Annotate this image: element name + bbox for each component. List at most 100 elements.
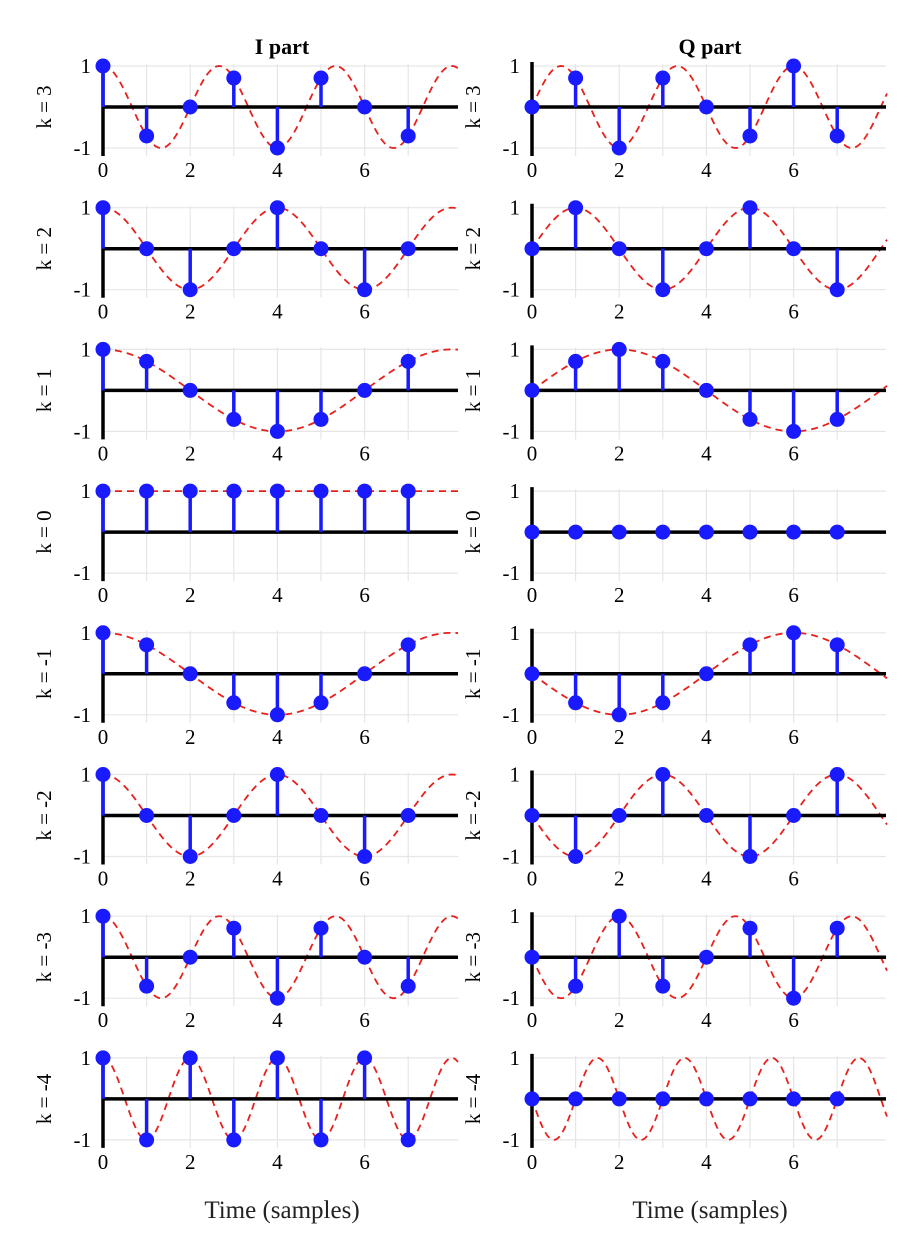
y-tick-label-q-row7--1: -1 bbox=[503, 1128, 521, 1152]
y-tick-label-q-row3-1: 1 bbox=[510, 479, 521, 503]
stem-marker-q-row3-0 bbox=[524, 524, 540, 540]
stem-marker-i-row0-2 bbox=[182, 99, 198, 115]
stem-marker-i-row1-4 bbox=[269, 200, 285, 216]
stem-marker-i-row5-7 bbox=[400, 808, 416, 823]
row-label-i-row6: k = -3 bbox=[32, 932, 56, 982]
x-tick-label-q-row0-4: 4 bbox=[701, 158, 712, 182]
stem-marker-q-row2-4 bbox=[698, 382, 714, 398]
stem-marker-i-row6-3 bbox=[226, 920, 242, 936]
row-label-q-row5: k = -2 bbox=[461, 790, 485, 840]
x-tick-label-i-row7-2: 2 bbox=[185, 1150, 196, 1174]
stem-marker-q-row3-7 bbox=[829, 524, 845, 540]
curve-q-row7 bbox=[531, 1056, 888, 1141]
x-tick-label-q-row6-4: 4 bbox=[701, 1008, 712, 1032]
curve-q-row2 bbox=[531, 348, 888, 433]
y-tick-label-q-row5-1: 1 bbox=[510, 763, 521, 787]
stem-marker-i-row1-1 bbox=[139, 241, 155, 257]
stem-marker-q-row4-4 bbox=[698, 666, 714, 682]
row-label-q-row3: k = 0 bbox=[461, 510, 485, 553]
stem-marker-q-row1-3 bbox=[655, 282, 671, 298]
stem-marker-i-row1-3 bbox=[226, 241, 242, 257]
y-tick-label-i-row7-1: 1 bbox=[81, 1046, 92, 1070]
row-label-i-row3: k = 0 bbox=[32, 510, 56, 553]
y-tick-label-q-row7-1: 1 bbox=[510, 1046, 521, 1070]
stem-marker-i-row0-6 bbox=[357, 99, 373, 115]
stem-marker-q-row5-0 bbox=[524, 808, 540, 823]
stem-marker-q-row5-5 bbox=[742, 849, 758, 864]
stem-marker-i-row2-1 bbox=[139, 353, 155, 369]
x-tick-label-q-row3-4: 4 bbox=[701, 583, 712, 607]
stem-marker-i-row6-1 bbox=[139, 978, 155, 994]
stem-marker-q-row7-2 bbox=[611, 1091, 627, 1107]
y-tick-label-i-row4--1: -1 bbox=[74, 703, 92, 727]
y-tick-label-i-row5-1: 1 bbox=[81, 763, 92, 787]
stem-marker-i-row0-1 bbox=[139, 128, 155, 144]
stem-marker-i-row0-0 bbox=[95, 58, 111, 74]
y-tick-label-q-row1-1: 1 bbox=[510, 196, 521, 220]
stem-marker-q-row0-0 bbox=[524, 99, 540, 115]
x-tick-label-q-row5-0: 0 bbox=[527, 867, 538, 891]
x-tick-label-q-row0-0: 0 bbox=[527, 158, 538, 182]
row-label-q-row4: k = -1 bbox=[461, 649, 485, 699]
x-tick-label-i-row4-6: 6 bbox=[359, 725, 370, 749]
stem-marker-q-row0-7 bbox=[829, 128, 845, 144]
stem-marker-i-row3-1 bbox=[139, 483, 155, 499]
stem-marker-q-row6-2 bbox=[611, 908, 627, 924]
row-label-q-row7: k = -4 bbox=[461, 1073, 485, 1124]
stem-marker-i-row5-6 bbox=[357, 849, 373, 864]
x-tick-label-q-row2-6: 6 bbox=[788, 441, 799, 465]
stem-marker-i-row4-4 bbox=[269, 707, 285, 723]
column-title-i: I part bbox=[255, 34, 310, 59]
row-label-q-row2: k = 1 bbox=[461, 369, 485, 412]
y-tick-label-i-row3-1: 1 bbox=[81, 479, 92, 503]
stem-marker-q-row6-1 bbox=[568, 978, 584, 994]
stem-marker-q-row1-2 bbox=[611, 241, 627, 257]
x-tick-label-i-row7-6: 6 bbox=[359, 1150, 370, 1174]
x-tick-label-q-row2-4: 4 bbox=[701, 441, 712, 465]
x-tick-label-i-row1-0: 0 bbox=[98, 300, 109, 324]
x-tick-label-i-row4-2: 2 bbox=[185, 725, 196, 749]
x-tick-label-i-row5-2: 2 bbox=[185, 867, 196, 891]
stem-marker-q-row4-2 bbox=[611, 707, 627, 723]
curve-i-row2 bbox=[102, 348, 459, 433]
stem-marker-q-row7-1 bbox=[568, 1091, 584, 1107]
stem-marker-i-row6-5 bbox=[313, 920, 329, 936]
stem-marker-i-row7-2 bbox=[182, 1050, 198, 1066]
stem-marker-q-row0-4 bbox=[698, 99, 714, 115]
x-tick-label-i-row0-0: 0 bbox=[98, 158, 109, 182]
stem-marker-i-row3-0 bbox=[95, 483, 111, 499]
stem-marker-i-row1-2 bbox=[182, 282, 198, 298]
x-tick-label-i-row0-2: 2 bbox=[185, 158, 196, 182]
stem-marker-q-row4-3 bbox=[655, 695, 671, 711]
curve-i-row4 bbox=[102, 631, 459, 716]
y-tick-label-q-row1--1: -1 bbox=[503, 278, 521, 302]
curve-q-row6 bbox=[531, 915, 888, 1000]
x-tick-label-q-row6-6: 6 bbox=[788, 1008, 799, 1032]
stem-marker-i-row2-5 bbox=[313, 411, 329, 427]
stem-marker-i-row6-4 bbox=[269, 990, 285, 1006]
y-tick-label-q-row0-1: 1 bbox=[510, 54, 521, 78]
y-tick-label-q-row0--1: -1 bbox=[503, 136, 521, 160]
y-tick-label-q-row4--1: -1 bbox=[503, 703, 521, 727]
stem-marker-i-row1-5 bbox=[313, 241, 329, 257]
stem-marker-q-row1-7 bbox=[829, 282, 845, 298]
stem-marker-q-row3-4 bbox=[698, 524, 714, 540]
x-tick-label-i-row3-0: 0 bbox=[98, 583, 109, 607]
x-tick-label-q-row4-2: 2 bbox=[614, 725, 625, 749]
stem-marker-q-row0-6 bbox=[786, 58, 802, 74]
x-tick-label-i-row5-0: 0 bbox=[98, 867, 109, 891]
stem-marker-i-row7-5 bbox=[313, 1132, 329, 1148]
stem-marker-q-row2-0 bbox=[524, 382, 540, 398]
stem-marker-q-row4-0 bbox=[524, 666, 540, 682]
stem-marker-q-row5-1 bbox=[568, 849, 584, 864]
stem-marker-q-row3-5 bbox=[742, 524, 758, 540]
stem-marker-i-row5-5 bbox=[313, 808, 329, 823]
row-label-i-row4: k = -1 bbox=[32, 649, 56, 699]
x-tick-label-i-row6-2: 2 bbox=[185, 1008, 196, 1032]
x-tick-label-q-row1-2: 2 bbox=[614, 300, 625, 324]
stem-marker-i-row0-5 bbox=[313, 70, 329, 86]
y-tick-label-i-row1-1: 1 bbox=[81, 196, 92, 220]
stem-marker-i-row1-7 bbox=[400, 241, 416, 257]
x-tick-label-i-row2-0: 0 bbox=[98, 441, 109, 465]
